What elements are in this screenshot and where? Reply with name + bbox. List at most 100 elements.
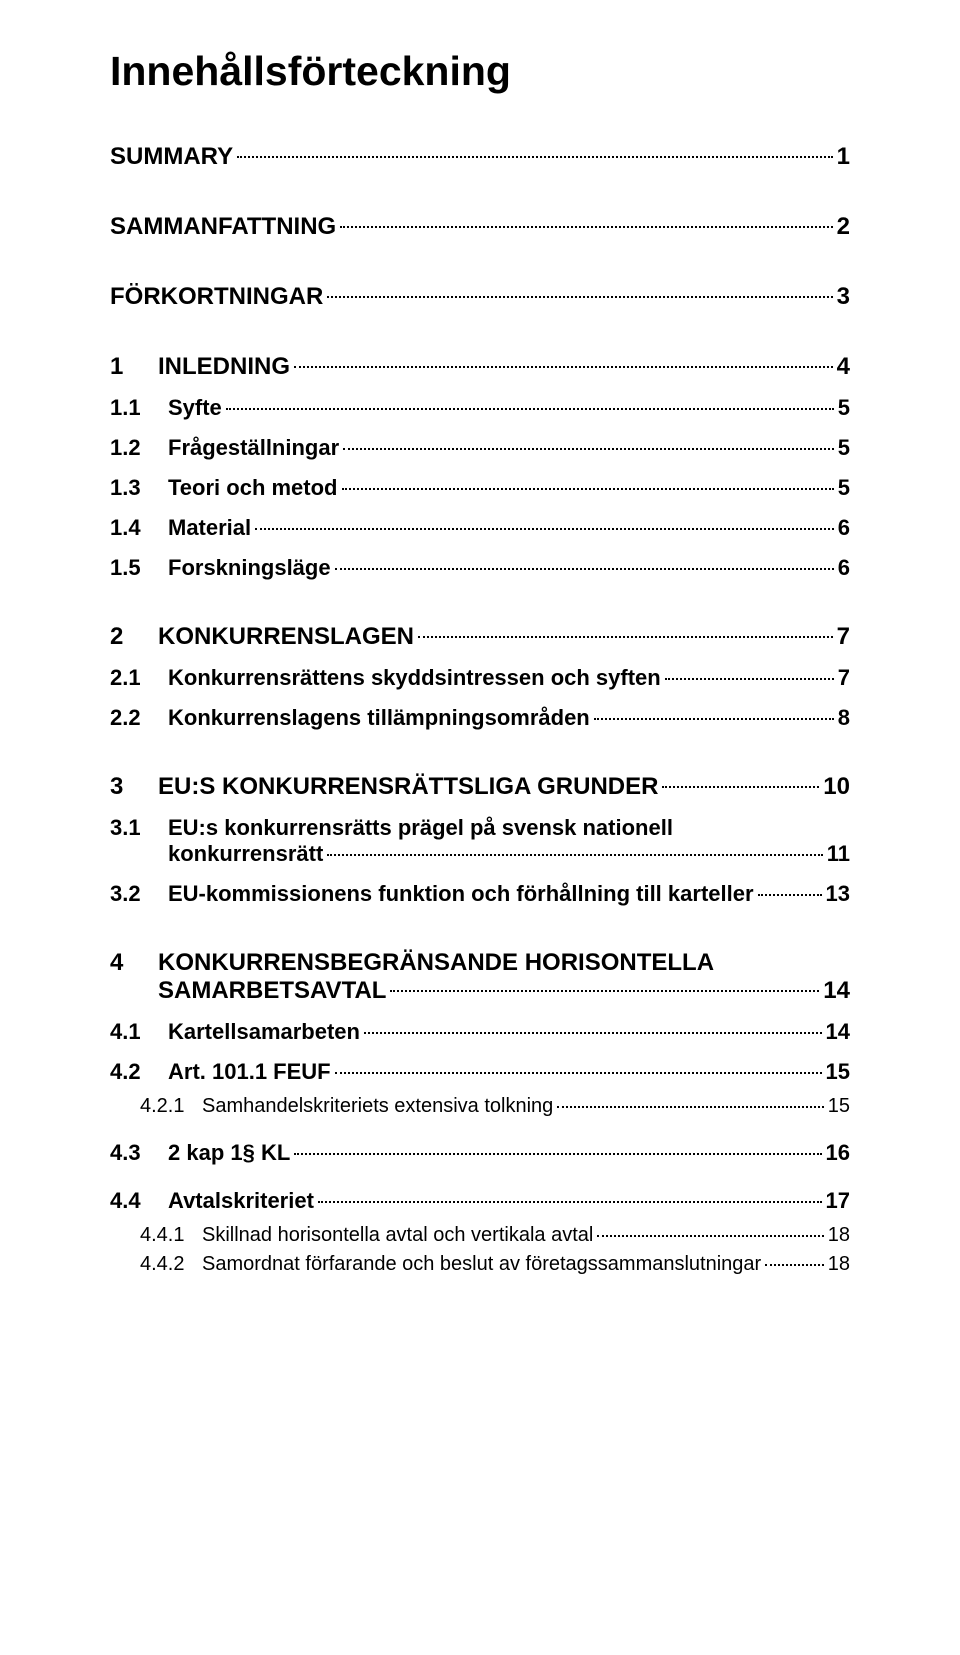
toc-entry-forkortningar[interactable]: FÖRKORTNINGAR 3 [110,283,850,311]
toc-label: 3.2EU-kommissionens funktion och förhåll… [110,881,754,907]
toc-page-number: 15 [828,1095,850,1118]
toc-label: FÖRKORTNINGAR [110,283,323,311]
toc-heading-text: Material [168,515,251,540]
toc-page-number: 16 [826,1140,850,1166]
toc-label: 3EU:S KONKURRENSRÄTTSLIGA GRUNDER [110,773,658,801]
toc-number: 1.4 [110,515,168,541]
toc-number: 3 [110,773,158,801]
dot-leader [765,1264,824,1266]
toc-label: SUMMARY [110,143,233,171]
toc-page-number: 3 [837,283,850,311]
toc-page-number: 18 [828,1224,850,1247]
dot-leader [597,1235,823,1237]
toc-label: 4.4.2Samordnat förfarande och beslut av … [140,1253,761,1276]
toc-label: 1.3Teori och metod [110,475,338,501]
toc-number: 4.4 [110,1188,168,1214]
toc-label: 1.4Material [110,515,251,541]
dot-leader [226,408,834,410]
page-title: Innehållsförteckning [110,48,850,95]
toc-entry-2-1[interactable]: 2.1Konkurrensrättens skyddsintressen och… [110,665,850,691]
dot-leader [255,528,834,530]
toc-label: 4.32 kap 1§ KL [110,1140,290,1166]
toc-entry-summary[interactable]: SUMMARY 1 [110,143,850,171]
toc-entry-1-5[interactable]: 1.5Forskningsläge 6 [110,555,850,581]
toc-entry-4-2-1[interactable]: 4.2.1Samhandelskriteriets extensiva tolk… [110,1095,850,1118]
toc-page: Innehållsförteckning SUMMARY 1 SAMMANFAT… [0,0,960,1655]
toc-number: 1.3 [110,475,168,501]
toc-heading-text: Samordnat förfarande och beslut av föret… [202,1253,761,1275]
toc-number: 1.1 [110,395,168,421]
toc-page-number: 8 [838,705,850,731]
dot-leader [557,1106,823,1108]
toc-entry-1[interactable]: 1INLEDNING 4 [110,353,850,381]
toc-page-number: 18 [828,1253,850,1276]
dot-leader [335,568,834,570]
toc-entry-2[interactable]: 2KONKURRENSLAGEN 7 [110,623,850,651]
toc-label: 4.4Avtalskriteriet [110,1188,314,1214]
dot-leader [327,296,832,298]
dot-leader [390,990,819,992]
dot-leader [662,786,819,788]
toc-entry-1-1[interactable]: 1.1Syfte 5 [110,395,850,421]
toc-label: 2.1Konkurrensrättens skyddsintressen och… [110,665,661,691]
toc-heading-text: KONKURRENSLAGEN [158,623,414,650]
toc-heading-text: Konkurrensrättens skyddsintressen och sy… [168,665,661,690]
toc-entry-4-4[interactable]: 4.4Avtalskriteriet 17 [110,1188,850,1214]
toc-number: 4.2.1 [140,1095,202,1118]
toc-heading-text: EU-kommissionens funktion och förhållnin… [168,881,754,906]
dot-leader [758,894,822,896]
toc-entry-sammanfattning[interactable]: SAMMANFATTNING 2 [110,213,850,241]
toc-page-number: 11 [827,841,850,867]
toc-heading-text: Teori och metod [168,475,338,500]
toc-page-number: 10 [823,773,850,801]
toc-number: 4 [110,949,158,977]
toc-entry-2-2[interactable]: 2.2Konkurrenslagens tillämpningsområden … [110,705,850,731]
dot-leader [294,1153,821,1155]
toc-label-line1: 3.1EU:s konkurrensrätts prägel på svensk… [110,815,850,841]
toc-label: 1INLEDNING [110,353,290,381]
toc-number: 2.2 [110,705,168,731]
dot-leader [327,854,822,856]
toc-heading-text: EU:s konkurrensrätts prägel på svensk na… [168,815,673,840]
toc-entry-3-2[interactable]: 3.2EU-kommissionens funktion och förhåll… [110,881,850,907]
toc-heading-text: Avtalskriteriet [168,1188,314,1213]
toc-number: 4.3 [110,1140,168,1166]
dot-leader [237,156,833,158]
toc-number: 3.2 [110,881,168,907]
toc-entry-4-4-2[interactable]: 4.4.2Samordnat förfarande och beslut av … [110,1253,850,1276]
toc-number: 4.1 [110,1019,168,1045]
dot-leader [665,678,834,680]
toc-number: 4.2 [110,1059,168,1085]
toc-heading-text: Konkurrenslagens tillämpningsområden [168,705,590,730]
toc-heading-text: Frågeställningar [168,435,339,460]
toc-number: 4.4.2 [140,1253,202,1276]
toc-entry-4[interactable]: 4KONKURRENSBEGRÄNSANDE HORISONTELLA SAMA… [110,949,850,1005]
toc-page-number: 5 [838,395,850,421]
toc-label: 1.5Forskningsläge [110,555,331,581]
toc-entry-1-2[interactable]: 1.2Frågeställningar 5 [110,435,850,461]
toc-entry-1-3[interactable]: 1.3Teori och metod 5 [110,475,850,501]
toc-entry-4-1[interactable]: 4.1Kartellsamarbeten 14 [110,1019,850,1045]
toc-page-number: 7 [837,623,850,651]
toc-label-line2: SAMARBETSAVTAL [158,977,386,1005]
toc-entry-4-4-1[interactable]: 4.4.1Skillnad horisontella avtal och ver… [110,1224,850,1247]
toc-heading-text: EU:S KONKURRENSRÄTTSLIGA GRUNDER [158,773,658,800]
toc-entry-3-1[interactable]: 3.1EU:s konkurrensrätts prägel på svensk… [110,815,850,867]
toc-page-number: 6 [838,555,850,581]
toc-label: SAMMANFATTNING [110,213,336,241]
toc-page-number: 17 [826,1188,850,1214]
toc-page-number: 7 [838,665,850,691]
toc-heading-text: Forskningsläge [168,555,331,580]
toc-label: 2KONKURRENSLAGEN [110,623,414,651]
toc-number: 2.1 [110,665,168,691]
toc-page-number: 14 [823,977,850,1005]
toc-heading-text: INLEDNING [158,353,290,380]
toc-entry-1-4[interactable]: 1.4Material 6 [110,515,850,541]
toc-entry-4-2[interactable]: 4.2Art. 101.1 FEUF 15 [110,1059,850,1085]
toc-entry-3[interactable]: 3EU:S KONKURRENSRÄTTSLIGA GRUNDER 10 [110,773,850,801]
toc-heading-text: Samhandelskriteriets extensiva tolkning [202,1095,553,1117]
toc-entry-4-3[interactable]: 4.32 kap 1§ KL 16 [110,1140,850,1166]
toc-heading-text: Syfte [168,395,222,420]
dot-leader [364,1032,822,1034]
toc-label: 1.1Syfte [110,395,222,421]
